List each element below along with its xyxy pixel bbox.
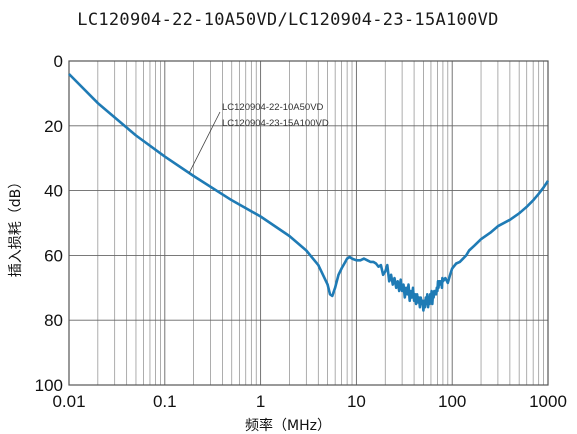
x-axis-label: 频率（MHz） (245, 417, 331, 434)
x-tick-label: 10 (347, 392, 366, 411)
y-tick-label: 20 (44, 117, 63, 136)
chart-title: LC120904-22-10A50VD/LC120904-23-15A100VD (77, 10, 498, 30)
plot-frame (68, 60, 549, 386)
insertion-loss-curve (68, 73, 550, 312)
y-tick-labels: 0 20 40 60 80 100 (35, 52, 63, 395)
legend-entry-2: LC120904-23-15A100VD (222, 118, 329, 129)
legend-entry-1: LC120904-22-10A50VD (222, 102, 324, 113)
x-tick-label: 1 (256, 392, 265, 411)
legend-leader-line (188, 111, 221, 173)
x-tick-label: 0.01 (52, 392, 85, 411)
x-tick-labels: 0.01 0.1 1 10 100 1000 (52, 392, 566, 411)
x-tick-label: 1000 (529, 392, 567, 411)
x-tick-label: 0.1 (153, 392, 177, 411)
y-axis-label: 插入损耗（dB） (8, 175, 24, 278)
y-tick-label: 100 (35, 376, 63, 395)
x-tick-label: 100 (438, 392, 466, 411)
y-tick-label: 80 (44, 311, 63, 330)
y-tick-label: 40 (44, 182, 63, 201)
y-tick-label: 0 (54, 52, 63, 71)
y-tick-label: 60 (44, 246, 63, 265)
